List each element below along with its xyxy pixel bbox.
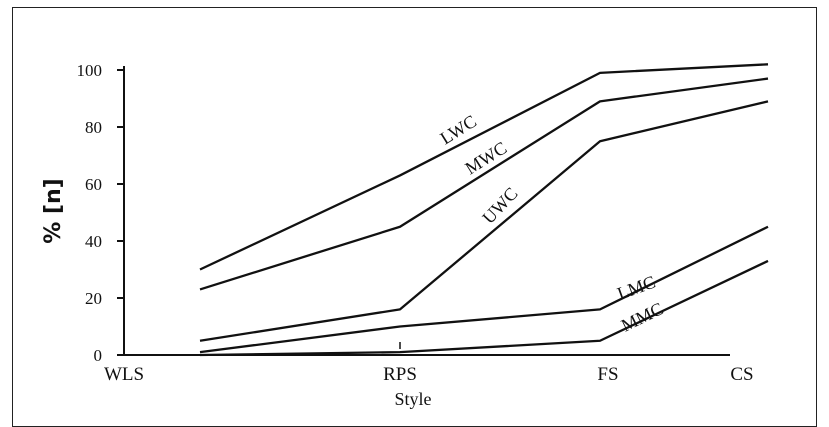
- series-label-lmc: LMC: [615, 272, 659, 304]
- series-line-lmc: [200, 227, 768, 352]
- series-label-lwc: LWC: [437, 111, 480, 148]
- page: 0 20 40 60 80 100 WLS RPS FS CS LWC MWC UWC LMC MMC …: [0, 0, 829, 413]
- x-category-label: CS: [730, 364, 753, 385]
- x-axis-title: Style: [394, 389, 431, 409]
- y-tick-label: 0: [94, 346, 103, 365]
- x-category-label: FS: [597, 364, 618, 385]
- y-axis-title: % [n]: [41, 178, 66, 243]
- y-tick-label: 20: [85, 289, 102, 308]
- series-line-mwc: [200, 79, 768, 290]
- x-ticks: WLS RPS FS CS: [104, 342, 754, 385]
- x-category-label: RPS: [383, 364, 417, 385]
- y-tick-label: 100: [77, 61, 103, 80]
- series-line-uwc: [200, 101, 768, 340]
- x-category-label: WLS: [104, 364, 144, 385]
- y-tick-label: 40: [85, 232, 102, 251]
- y-tick-label: 60: [85, 175, 102, 194]
- y-tick-label: 80: [85, 118, 102, 137]
- y-ticks: 0 20 40 60 80 100: [77, 61, 125, 365]
- series-label-uwc: UWC: [478, 183, 521, 227]
- series-label-mmc: MMC: [618, 298, 666, 335]
